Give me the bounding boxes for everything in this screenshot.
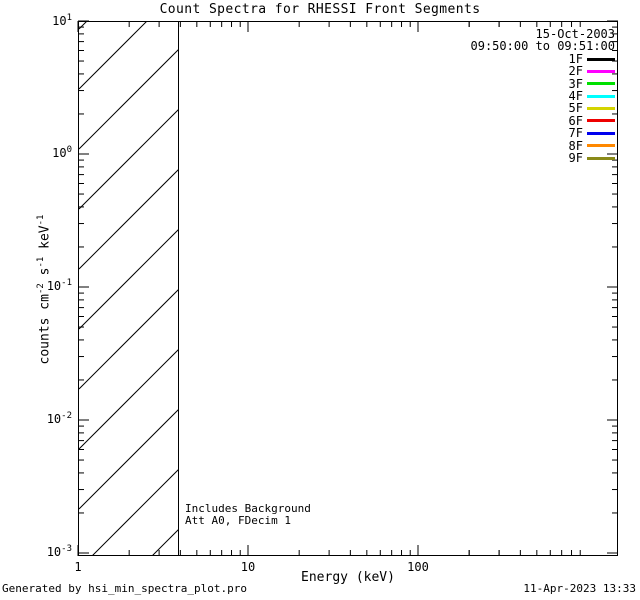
legend-entry-7f: 7F (360, 126, 615, 141)
legend-entries: 1F 2F 3F 4F 5F 6F 7F 8F 9F (360, 51, 615, 164)
legend-entry-8f: 8F (360, 138, 615, 153)
x-tick-label-100: 100 (407, 560, 429, 574)
x-tick-label-1: 1 (74, 560, 82, 574)
footer-timestamp: 11-Apr-2023 13:33 (523, 582, 636, 595)
legend-entry-label: 6F (568, 113, 583, 128)
legend-color-swatch (587, 131, 615, 135)
plot-area (78, 21, 618, 556)
legend-color-swatch (587, 82, 615, 86)
legend-entry-label: 3F (568, 76, 583, 91)
y-axis-title: counts cm-2 s-1 keV-1 (36, 214, 53, 365)
annotation-line-background: Includes Background (185, 502, 311, 515)
plot-annotation: Includes Background Att A0, FDecim 1 (185, 503, 311, 527)
x-axis-title: Energy (keV) (301, 570, 395, 585)
legend-entry-4f: 4F (360, 90, 615, 102)
annotation-line-attenuator: Att A0, FDecim 1 (185, 514, 291, 527)
y-tick-label-10e-2: 10-2 (46, 411, 72, 426)
legend-entry-9f: 9F (360, 152, 615, 164)
legend-entry-label: 5F (568, 101, 583, 116)
y-tick-label-10e0: 100 (52, 145, 72, 160)
x-tick-label-10: 10 (240, 560, 256, 574)
legend-entry-label: 4F (568, 88, 583, 103)
y-tick-label-10e-3: 10-3 (46, 544, 72, 559)
legend-entry-2f: 2F (360, 64, 615, 79)
legend-entry-5f: 5F (360, 101, 615, 116)
hatch-boundary-line (178, 22, 179, 555)
legend-color-swatch (587, 94, 615, 98)
legend-entry-label: 9F (568, 150, 583, 165)
legend-color-swatch (587, 69, 615, 73)
y-tick-label-10e1: 101 (52, 13, 72, 28)
legend-color-swatch (587, 57, 615, 61)
legend-entry-6f: 6F (360, 113, 615, 128)
y-tick-label-10e-1: 10-1 (46, 278, 72, 293)
legend-color-swatch (587, 144, 615, 148)
page-title: Count Spectra for RHESSI Front Segments (159, 2, 481, 17)
legend: 15-Oct-2003 09:50:00 to 09:51:00 1F 2F 3F 4… (360, 28, 615, 164)
legend-entry-label: 7F (568, 126, 583, 141)
hatched-exclusion-region (79, 22, 179, 555)
legend-entry-label: 1F (568, 51, 583, 66)
footer-generated-by: Generated by hsi_min_spectra_plot.pro (2, 582, 248, 595)
legend-time-range: 09:50:00 to 09:51:00 (470, 39, 616, 54)
legend-color-swatch (587, 119, 615, 123)
legend-entry-label: 8F (568, 138, 583, 153)
legend-color-swatch (587, 107, 615, 111)
legend-entry-3f: 3F (360, 76, 615, 91)
legend-date: 15-Oct-2003 (535, 27, 615, 41)
legend-color-swatch (587, 156, 615, 160)
legend-entry-1f: 1F (360, 51, 615, 66)
legend-entry-label: 2F (568, 64, 583, 79)
